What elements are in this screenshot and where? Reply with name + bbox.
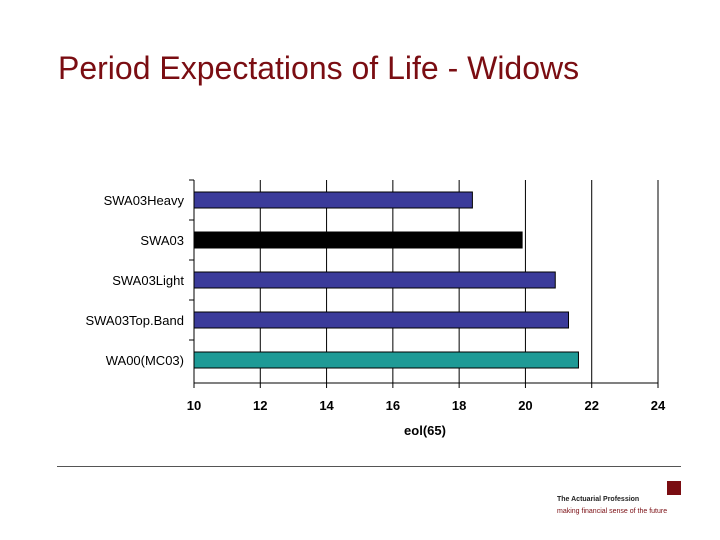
x-tick-label: 22 bbox=[584, 398, 598, 413]
bar bbox=[193, 191, 473, 209]
category-label: SWA03Heavy bbox=[104, 193, 185, 208]
footer-divider bbox=[57, 466, 681, 467]
x-tick-label: 14 bbox=[319, 398, 334, 413]
org-name: The Actuarial Profession bbox=[557, 496, 640, 503]
category-label: SWA03Light bbox=[112, 273, 184, 288]
org-tagline: making financial sense of the future bbox=[557, 508, 668, 515]
x-tick-label: 20 bbox=[518, 398, 532, 413]
x-axis-title: eol(65) bbox=[404, 423, 446, 438]
category-label: WA00(MC03) bbox=[106, 353, 184, 368]
bars bbox=[193, 191, 579, 369]
profession-logo-mark bbox=[667, 481, 681, 495]
category-labels: SWA03Heavy SWA03 SWA03Light SWA03Top.Band WA… bbox=[85, 193, 184, 368]
slide-title: Period Expectations of Life - Widows bbox=[58, 50, 580, 86]
bar bbox=[193, 271, 556, 289]
x-tick-label: 24 bbox=[651, 398, 666, 413]
x-tick-label: 10 bbox=[187, 398, 201, 413]
category-label: SWA03 bbox=[140, 233, 184, 248]
x-tick-label: 18 bbox=[452, 398, 466, 413]
bar bbox=[193, 311, 570, 329]
x-tick-label: 16 bbox=[386, 398, 400, 413]
x-tick-label: 12 bbox=[253, 398, 267, 413]
axes bbox=[189, 179, 659, 388]
bar bbox=[193, 231, 523, 249]
bar bbox=[193, 351, 579, 369]
category-label: SWA03Top.Band bbox=[85, 313, 184, 328]
x-tick-labels: 10 12 14 16 18 20 22 24 bbox=[187, 398, 666, 413]
